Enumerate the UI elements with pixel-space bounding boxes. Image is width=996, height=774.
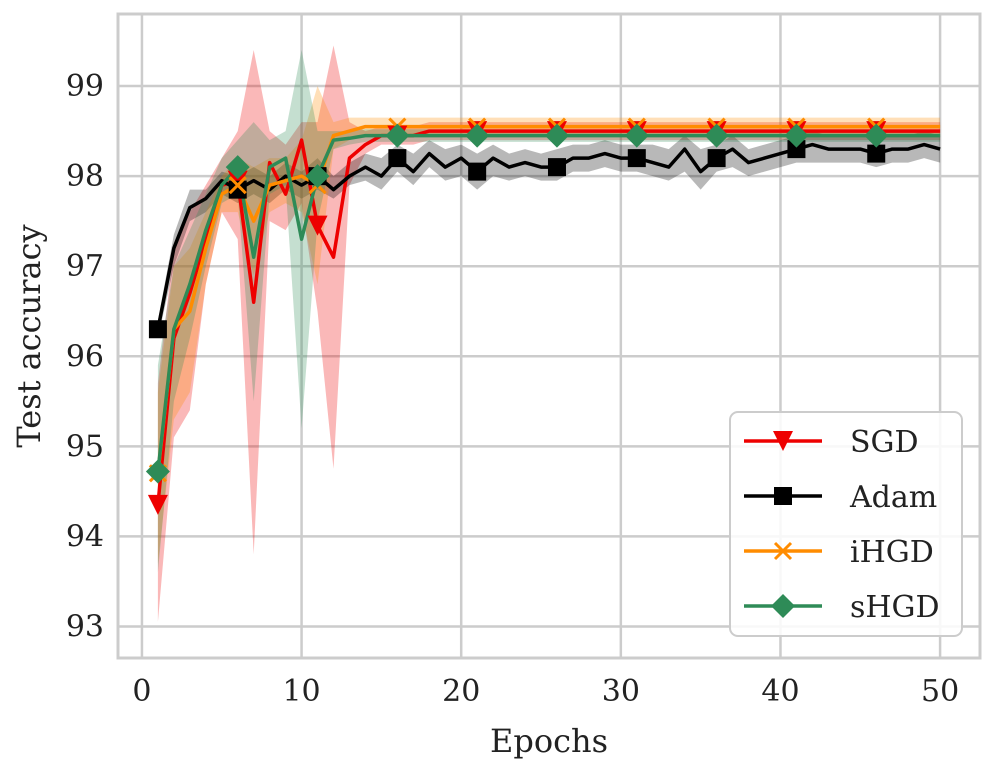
adam-point (228, 180, 247, 199)
plot-frame (116, 12, 982, 660)
legend-label-ihgd: iHGD (850, 535, 934, 570)
x-axis-label: Epochs (490, 722, 608, 760)
ihgd-band (157, 86, 941, 564)
grid (118, 14, 980, 658)
x-tick-labels: 0 10 20 30 40 50 (132, 674, 959, 709)
shgd-point (145, 459, 170, 484)
x-tick-label: 40 (761, 674, 799, 709)
shgd-point (784, 123, 809, 148)
y-tick-label: 97 (66, 249, 104, 284)
adam-point (148, 320, 167, 339)
legend-label-adam: Adam (849, 480, 937, 515)
sgd-point (227, 170, 248, 191)
shgd-point (305, 164, 330, 189)
series-markers (145, 117, 889, 515)
shgd-point (864, 123, 889, 148)
x-tick-label: 30 (602, 674, 640, 709)
legend-marker-sgd (773, 431, 793, 451)
shgd-point (465, 123, 490, 148)
shgd-point (385, 123, 410, 148)
adam-band (157, 131, 941, 339)
series-lines (156, 124, 941, 506)
y-axis-label: Test accuracy (10, 224, 48, 447)
y-tick-label: 98 (66, 159, 104, 194)
ihgd-point (228, 176, 247, 195)
adam-point (547, 158, 566, 177)
x-tick-label: 0 (132, 674, 151, 709)
x-tick-label: 10 (282, 674, 320, 709)
sgd-point (147, 494, 168, 515)
shgd-point (544, 123, 569, 148)
adam-point (867, 144, 886, 163)
y-tick-label: 99 (66, 69, 104, 104)
shgd-point (624, 123, 649, 148)
y-tick-label: 95 (66, 429, 104, 464)
confidence-bands (157, 45, 941, 622)
x-tick-label: 50 (921, 674, 959, 709)
x-tick-label: 20 (442, 674, 480, 709)
legend-marker-shgd (771, 594, 795, 618)
shgd-point (225, 155, 250, 180)
legend-marker-ihgd (773, 541, 793, 561)
shgd-point (704, 123, 729, 148)
y-tick-label: 94 (66, 519, 104, 554)
y-tick-label: 96 (66, 339, 104, 374)
y-tick-label: 93 (66, 609, 104, 644)
adam-point (388, 149, 407, 168)
legend-label-sgd: SGD (850, 425, 919, 460)
y-tick-labels: 93 94 95 96 97 98 99 (66, 69, 104, 644)
legend-marker-adam (774, 487, 792, 505)
legend: SGD Adam iHGD sHGD (729, 411, 963, 637)
sgd-line (156, 129, 941, 506)
legend-label-shgd: sHGD (850, 590, 940, 625)
legend-box (729, 411, 963, 637)
adam-point (787, 140, 806, 159)
adam-point (627, 149, 646, 168)
sgd-point (307, 215, 328, 236)
adam-point (707, 149, 726, 168)
adam-point (468, 162, 487, 181)
